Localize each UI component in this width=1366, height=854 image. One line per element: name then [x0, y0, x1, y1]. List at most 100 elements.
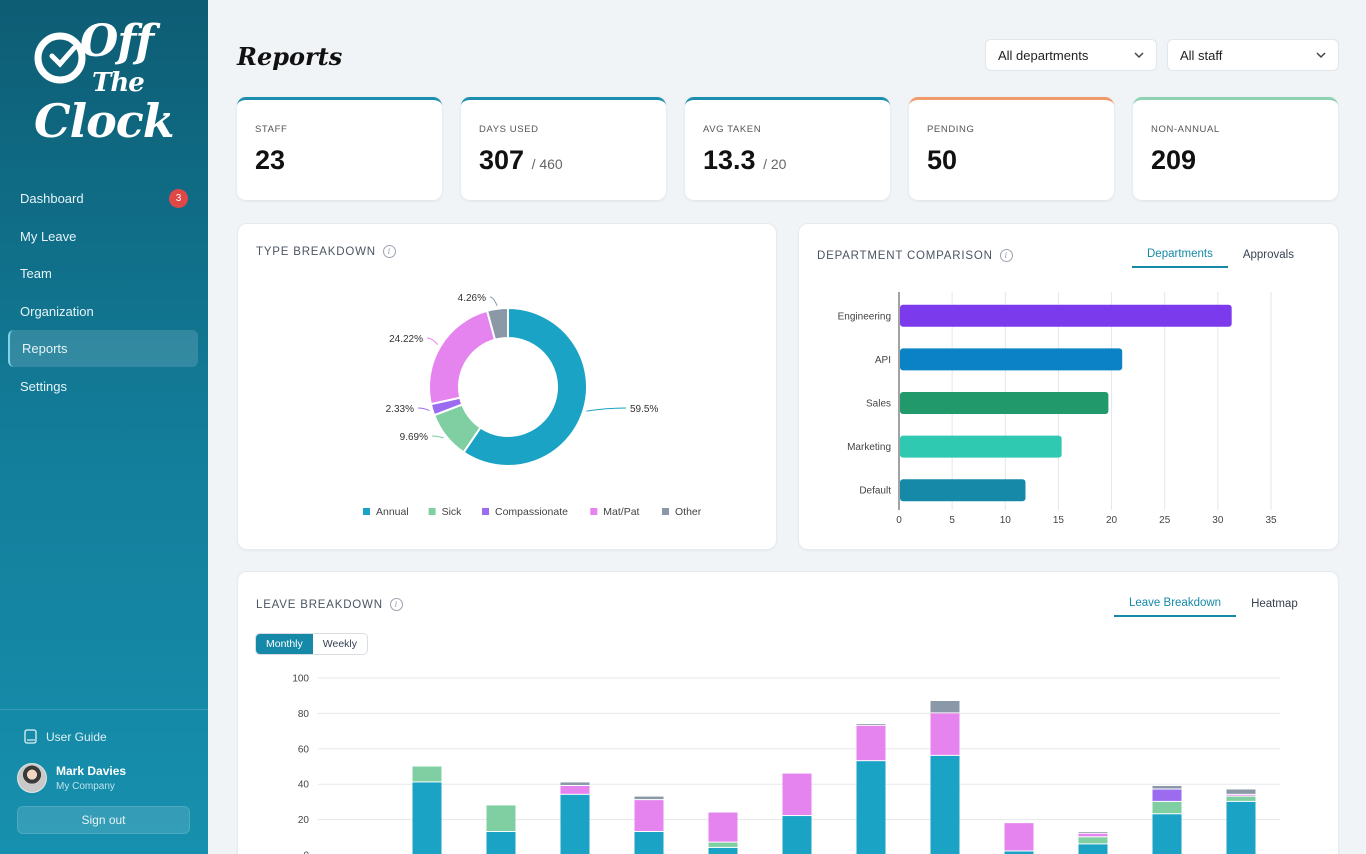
- sidebar: Off The Clock Dashboard 3 My Leave Team …: [0, 0, 208, 854]
- logo-line-3: Clock: [34, 94, 175, 148]
- donut-data-label: 59.5%: [630, 404, 658, 415]
- y-tick-label: Engineering: [838, 311, 891, 322]
- leave-stacked-chart: 0 20 40 60 80 100: [292, 674, 1280, 854]
- monthly-toggle[interactable]: Monthly: [256, 634, 313, 654]
- stack-segment: [1152, 789, 1182, 801]
- bar-engineering: [900, 304, 1232, 327]
- user-guide-label: User Guide: [46, 729, 107, 744]
- stack-segment: [708, 847, 738, 854]
- stat-total: / 460: [531, 156, 563, 172]
- stack-segment: [930, 701, 960, 713]
- y-tick-label: 100: [292, 674, 309, 685]
- x-tick-label: 10: [1000, 515, 1012, 526]
- stat-value: 50: [927, 145, 958, 175]
- panel-title: DEPARTMENT COMPARISON i: [817, 249, 1013, 262]
- stack-segment: [560, 785, 590, 794]
- clock-icon: [34, 32, 86, 84]
- stack-segment: [708, 812, 738, 842]
- sidebar-item-label: Settings: [20, 378, 67, 394]
- donut-leader-line: [417, 407, 430, 412]
- department-select[interactable]: All departments: [985, 39, 1157, 71]
- stack-segment: [560, 794, 590, 854]
- stack-segment: [856, 724, 886, 725]
- stack-segment: [1226, 794, 1256, 796]
- x-tick-label: 5: [949, 515, 955, 526]
- stack-segment: [412, 766, 442, 782]
- stack-segment: [1226, 789, 1256, 794]
- stat-label: STAFF: [255, 124, 288, 135]
- stack-segment: [856, 761, 886, 854]
- weekly-toggle[interactable]: Weekly: [312, 634, 367, 654]
- sidebar-item-dashboard[interactable]: Dashboard 3: [8, 180, 198, 217]
- sidebar-item-team[interactable]: Team: [8, 255, 198, 292]
- sidebar-item-my-leave[interactable]: My Leave: [8, 218, 198, 255]
- sidebar-item-settings[interactable]: Settings: [8, 368, 198, 405]
- tab-approvals[interactable]: Approvals: [1242, 249, 1294, 261]
- y-tick-label: Sales: [866, 399, 891, 410]
- period-toggle: Monthly Weekly: [255, 633, 368, 655]
- stack-segment: [1078, 833, 1108, 837]
- donut-data-label: 9.69%: [400, 432, 428, 443]
- stat-total: / 20: [763, 156, 787, 172]
- dept-tabs: Departments Approvals: [1132, 242, 1309, 268]
- notification-badge: 3: [169, 189, 188, 208]
- sidebar-item-organization[interactable]: Organization: [8, 293, 198, 330]
- donut-leader-line: [426, 337, 439, 345]
- stack-segment: [560, 782, 590, 785]
- brand-logo[interactable]: Off The Clock: [30, 18, 180, 158]
- user-guide-link[interactable]: User Guide: [24, 729, 107, 744]
- stack-segment: [1078, 844, 1108, 854]
- leave-breakdown-panel: LEAVE BREAKDOWN i Leave Breakdown Heatmap…: [237, 571, 1339, 854]
- sign-out-button[interactable]: Sign out: [17, 806, 190, 834]
- bar-default: [900, 479, 1026, 502]
- x-tick-label: 20: [1106, 515, 1118, 526]
- stack-segment: [634, 796, 664, 800]
- donut-data-label: 24.22%: [389, 334, 423, 345]
- tab-leave-breakdown[interactable]: Leave Breakdown: [1114, 591, 1237, 617]
- info-icon[interactable]: i: [389, 598, 403, 611]
- x-tick-label: 15: [1053, 515, 1065, 526]
- department-select-value: All departments: [998, 47, 1089, 63]
- stat-card-days-used: DAYS USED 307 / 460: [461, 97, 666, 200]
- stat-label: PENDING: [927, 124, 975, 135]
- staff-select-value: All staff: [1180, 47, 1223, 63]
- tab-heatmap[interactable]: Heatmap: [1251, 598, 1298, 610]
- type-breakdown-panel: TYPE BREAKDOWN i 59.5% 9.69% 2.33% 24.22% 4.2…: [237, 223, 777, 550]
- x-tick-label: 0: [896, 515, 902, 526]
- y-tick-label: API: [875, 355, 891, 366]
- sidebar-item-reports[interactable]: Reports: [8, 330, 198, 367]
- avatar: [17, 763, 47, 793]
- legend-swatch: [428, 508, 436, 515]
- logo-line-2: The: [92, 68, 145, 98]
- stack-segment: [1004, 851, 1034, 854]
- book-icon: [24, 729, 37, 744]
- user-profile[interactable]: Mark Davies My Company: [17, 763, 126, 793]
- sidebar-item-label: Dashboard: [20, 191, 84, 206]
- info-icon[interactable]: i: [999, 249, 1013, 262]
- donut-data-label: 4.26%: [458, 293, 486, 304]
- bar-sales: [900, 392, 1109, 414]
- department-bar-chart: 0 5 10 15 20 25 30 35 Engineering API Sales Marketi…: [838, 292, 1277, 526]
- stack-segment: [412, 782, 442, 854]
- sidebar-item-label: Organization: [20, 303, 94, 319]
- x-tick-label: 25: [1159, 515, 1171, 526]
- user-company: My Company: [56, 781, 115, 792]
- stack-segment: [930, 713, 960, 755]
- staff-select[interactable]: All staff: [1167, 39, 1339, 71]
- stack-segment: [634, 800, 664, 831]
- stack-segment: [708, 842, 738, 847]
- y-tick-label: 0: [303, 851, 309, 854]
- legend-entry: Compassionate: [495, 506, 568, 518]
- sidebar-item-label: Reports: [22, 341, 68, 356]
- tab-departments[interactable]: Departments: [1132, 242, 1228, 268]
- stat-card-staff: STAFF 23: [237, 97, 442, 200]
- y-tick-label: Marketing: [847, 442, 891, 453]
- x-tick-label: 35: [1265, 515, 1277, 526]
- stat-card-non-annual: NON-ANNUAL 209: [1133, 97, 1338, 200]
- donut-leader-line: [586, 407, 627, 412]
- info-icon[interactable]: i: [382, 245, 396, 258]
- stack-segment: [1078, 837, 1108, 844]
- sidebar-nav: Dashboard 3 My Leave Team Organization R…: [8, 180, 198, 405]
- stack-segment: [782, 773, 812, 816]
- donut-slice-other: [485, 306, 509, 341]
